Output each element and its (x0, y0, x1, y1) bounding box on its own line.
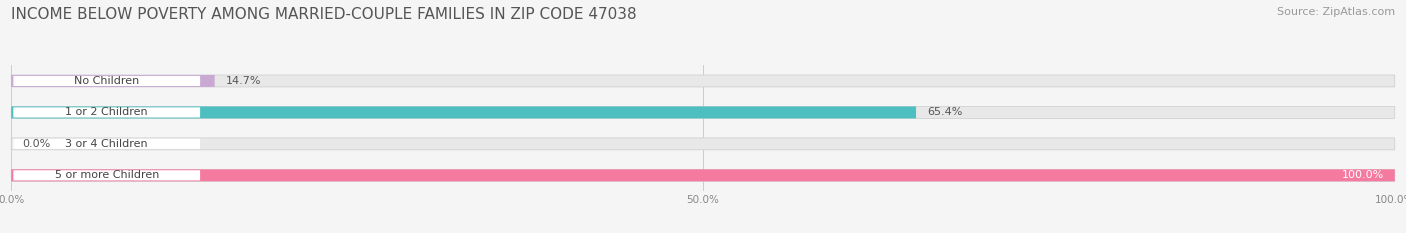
FancyBboxPatch shape (13, 139, 200, 149)
Text: 5 or more Children: 5 or more Children (55, 170, 159, 180)
Text: Source: ZipAtlas.com: Source: ZipAtlas.com (1277, 7, 1395, 17)
FancyBboxPatch shape (11, 106, 1395, 118)
FancyBboxPatch shape (11, 169, 1395, 181)
Text: 14.7%: 14.7% (226, 76, 262, 86)
FancyBboxPatch shape (11, 75, 215, 87)
Text: INCOME BELOW POVERTY AMONG MARRIED-COUPLE FAMILIES IN ZIP CODE 47038: INCOME BELOW POVERTY AMONG MARRIED-COUPL… (11, 7, 637, 22)
Text: 65.4%: 65.4% (927, 107, 963, 117)
FancyBboxPatch shape (13, 76, 200, 86)
Text: No Children: No Children (75, 76, 139, 86)
FancyBboxPatch shape (11, 169, 1395, 181)
Text: 3 or 4 Children: 3 or 4 Children (66, 139, 148, 149)
FancyBboxPatch shape (11, 138, 1395, 150)
FancyBboxPatch shape (13, 170, 200, 180)
FancyBboxPatch shape (13, 107, 200, 117)
Text: 1 or 2 Children: 1 or 2 Children (66, 107, 148, 117)
Text: 100.0%: 100.0% (1341, 170, 1384, 180)
FancyBboxPatch shape (11, 106, 917, 118)
FancyBboxPatch shape (11, 75, 1395, 87)
Text: 0.0%: 0.0% (22, 139, 51, 149)
